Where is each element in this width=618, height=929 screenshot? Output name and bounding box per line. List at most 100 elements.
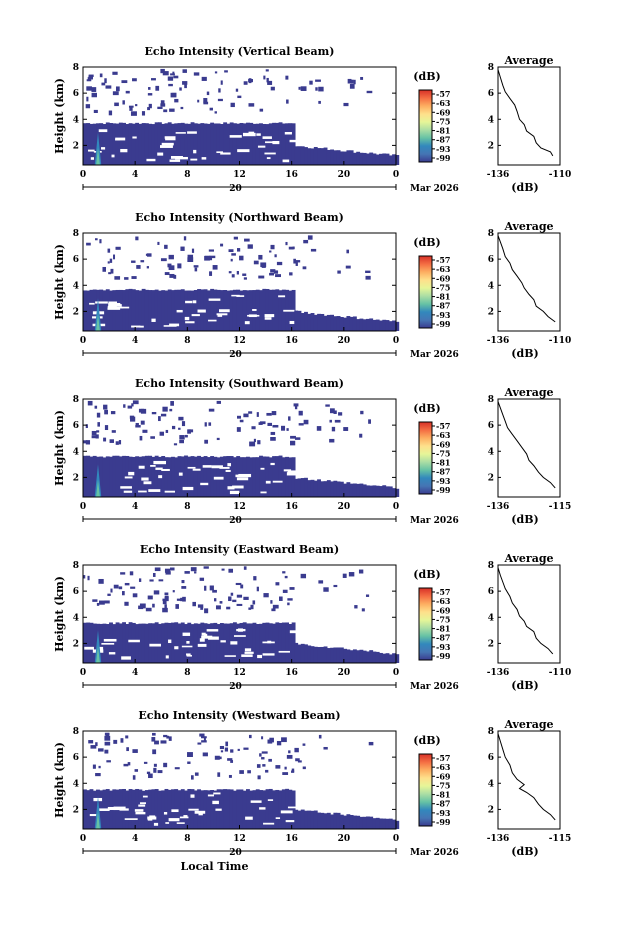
colorbar [418, 421, 433, 495]
echo-gap [90, 157, 95, 160]
echo-cell [184, 790, 188, 829]
echo-cell [320, 313, 325, 331]
echo-cell [360, 76, 364, 80]
echo-gap [264, 314, 275, 318]
echo-cell [243, 747, 249, 750]
echo-cell [135, 422, 139, 427]
echo-cell [180, 246, 185, 251]
echo-cell [86, 290, 91, 331]
echo-cell [297, 644, 302, 663]
echo-cell [317, 812, 321, 829]
echo-cell [187, 752, 193, 757]
echo-cell [148, 789, 153, 829]
echo-cell [286, 428, 289, 431]
x-tick-label: 8 [184, 502, 190, 512]
echo-cell [125, 735, 129, 739]
echo-cell [336, 316, 341, 331]
echo-cell [326, 314, 331, 331]
echo-cell [115, 441, 119, 445]
profile-x-tick-label: -110 [549, 336, 572, 346]
echo-cell [125, 289, 130, 331]
echo-cell [326, 648, 331, 663]
echo-gap [176, 309, 183, 313]
echo-cell [318, 580, 324, 584]
y-tick-label: 6 [73, 421, 79, 431]
echo-cell [294, 747, 299, 753]
profile-line [497, 69, 554, 157]
echo-cell [135, 104, 138, 107]
echo-cell [239, 419, 244, 423]
echo-cell [89, 456, 94, 497]
echo-cell [252, 123, 257, 165]
echo-gap [191, 314, 200, 317]
echo-gap [209, 636, 215, 639]
echo-cell [173, 274, 177, 279]
echo-cell [138, 623, 143, 663]
echo-gap [260, 491, 267, 494]
echo-cell [209, 255, 216, 259]
echo-cell [83, 290, 87, 331]
echo-cell [365, 594, 370, 597]
echo-cell [231, 274, 235, 278]
echo-cell [83, 575, 86, 579]
echo-cell [193, 123, 198, 165]
echo-cell [226, 123, 231, 165]
echo-cell [330, 814, 334, 829]
echo-gap [155, 467, 163, 470]
echo-cell [276, 261, 283, 266]
echo-cell [333, 812, 338, 829]
echo-cell [184, 571, 190, 574]
echo-cell [359, 483, 364, 497]
echo-cell [98, 578, 104, 584]
echo-gap [236, 295, 245, 297]
echo-gap [139, 802, 146, 805]
echo-cell [259, 290, 263, 331]
echo-gap [187, 466, 196, 469]
echo-cell [272, 424, 279, 428]
echo-cell [289, 587, 295, 590]
echo-cell [352, 649, 357, 663]
echo-cell [160, 740, 167, 744]
echo-cell [213, 123, 218, 165]
echo-gap [141, 477, 149, 481]
colorbar-tick-label: -57 [436, 421, 450, 431]
echo-cell [99, 289, 104, 331]
echo-cell [168, 736, 172, 741]
colorbar-tick-label: -87 [436, 467, 450, 477]
echo-cell [132, 78, 137, 82]
echo-cell [148, 103, 152, 109]
echo-cell [326, 812, 331, 829]
echo-gap [215, 808, 222, 811]
echo-gap [208, 319, 217, 322]
echo-cell [317, 148, 321, 165]
echo-cell [359, 318, 364, 331]
echo-cell [148, 773, 153, 779]
echo-cell [209, 585, 214, 591]
echo-gap [284, 131, 292, 135]
echo-cell [352, 152, 357, 165]
echo-cell [259, 108, 264, 112]
echo-cell [203, 456, 208, 497]
echo-cell [323, 315, 328, 331]
echo-cell [290, 435, 296, 439]
echo-cell [239, 122, 244, 165]
echo-cell [265, 124, 270, 165]
echo-cell [251, 426, 256, 430]
echo-cell [193, 289, 198, 331]
echo-gap [115, 137, 126, 141]
echo-cell [213, 790, 218, 829]
echo-cell [346, 150, 351, 165]
echo-cell [329, 419, 332, 423]
echo-cell [382, 653, 387, 663]
echo-cell [220, 243, 224, 247]
colorbar-tick-label: -81 [436, 624, 450, 634]
echo-gap [212, 800, 219, 805]
echo-cell [263, 593, 269, 598]
echo-cell [164, 290, 169, 331]
echo-cell [153, 590, 160, 595]
echo-cell [99, 623, 104, 663]
echo-cell [174, 289, 179, 331]
echo-gap [285, 820, 299, 823]
echo-cell [180, 789, 185, 829]
echo-cell [204, 585, 207, 591]
